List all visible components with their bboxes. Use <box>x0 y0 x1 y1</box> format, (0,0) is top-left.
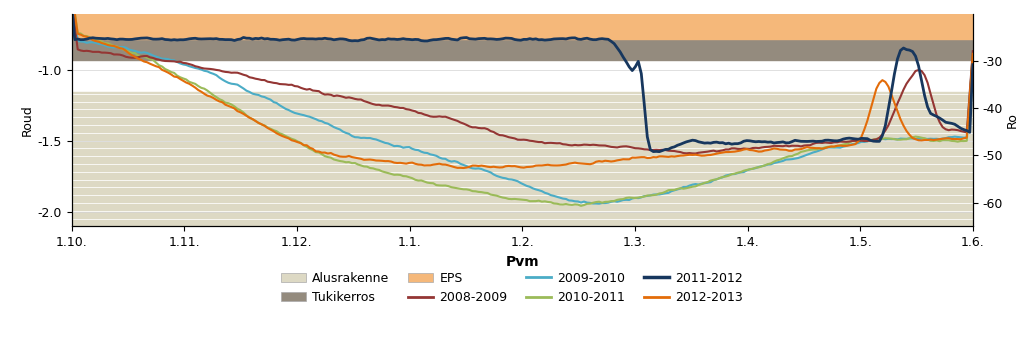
Bar <box>72 39 973 61</box>
Bar <box>72 92 973 226</box>
Bar <box>72 14 973 39</box>
Legend: Alusrakenne, Tukikerros, EPS, 2008-2009, 2009-2010, 2010-2011, 2011-2012, 2012-2: Alusrakenne, Tukikerros, EPS, 2008-2009,… <box>275 267 749 309</box>
X-axis label: Pvm: Pvm <box>506 255 539 269</box>
Y-axis label: Ro: Ro <box>1006 112 1019 128</box>
Y-axis label: Roud: Roud <box>20 104 34 136</box>
